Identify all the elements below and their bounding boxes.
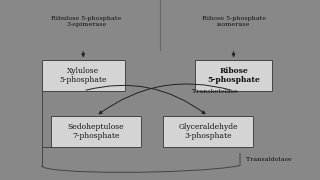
Text: Sedoheptulose
7-phosphate: Sedoheptulose 7-phosphate (68, 123, 124, 140)
Bar (195, 60, 272, 91)
Text: Ribose 5-phosphate
isomerase: Ribose 5-phosphate isomerase (202, 16, 266, 27)
Bar (51, 116, 141, 147)
Text: Xylulose
5-phosphate: Xylulose 5-phosphate (60, 67, 107, 84)
Text: Transaldolase: Transaldolase (246, 157, 292, 162)
Text: Glyceraldehyde
3-phosphate: Glyceraldehyde 3-phosphate (178, 123, 238, 140)
Text: Transketolase: Transketolase (192, 89, 238, 94)
Bar (163, 116, 253, 147)
Text: Ribulose 5-phosphate
3-epimerase: Ribulose 5-phosphate 3-epimerase (51, 16, 122, 27)
Text: Ribose
5-phosphate: Ribose 5-phosphate (207, 67, 260, 84)
Bar (42, 60, 125, 91)
